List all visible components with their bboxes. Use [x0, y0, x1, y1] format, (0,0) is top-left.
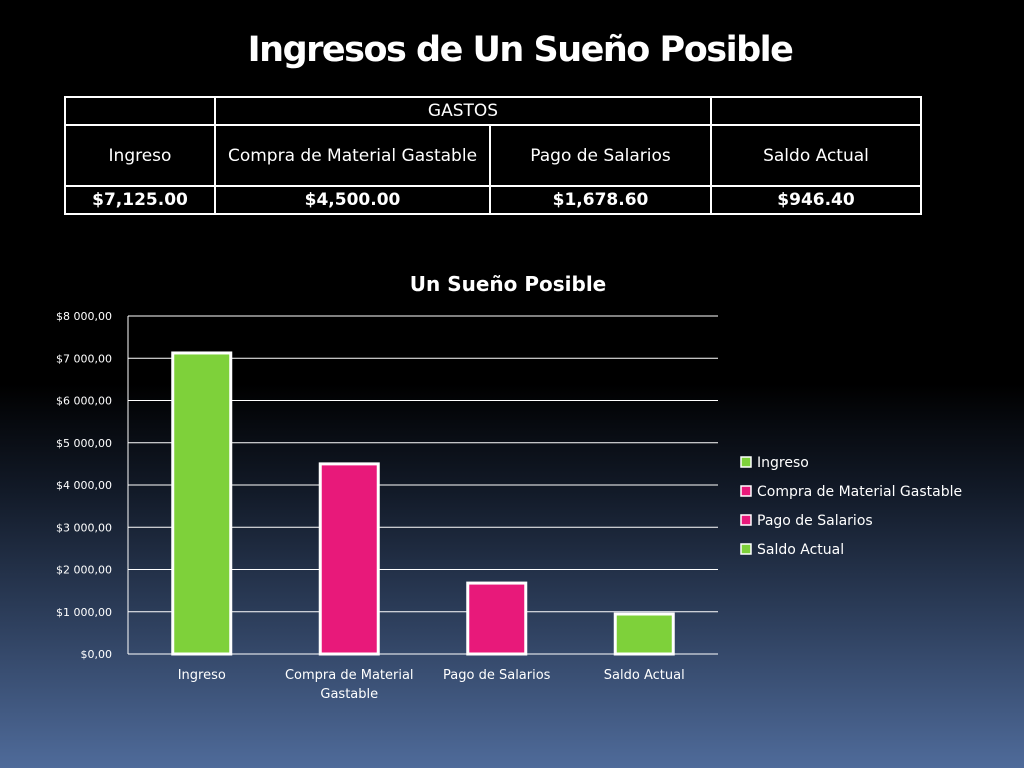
legend-label: Compra de Material Gastable — [757, 484, 962, 500]
bar-2 — [318, 462, 380, 656]
table-value-cell: $7,125.00 — [64, 185, 216, 215]
table-empty-cell — [64, 96, 216, 126]
table-column-label: Compra de Material Gastable — [214, 124, 491, 187]
y-tick-label: $7 000,00 — [56, 352, 112, 365]
bar-1 — [171, 351, 233, 656]
y-tick-label: $3 000,00 — [56, 521, 112, 534]
legend-swatch — [740, 514, 752, 526]
y-tick-label: $5 000,00 — [56, 437, 112, 450]
legend-label: Saldo Actual — [757, 542, 844, 558]
legend-label: Pago de Salarios — [757, 513, 873, 529]
y-axis-ticks: $0,00 $1 000,00 $2 000,00 $3 000,00 $4 000,0… — [56, 310, 112, 661]
table-header-row: GASTOS — [64, 96, 922, 126]
table-value-cell: $4,500.00 — [214, 185, 491, 215]
summary-table: GASTOS Ingreso Compra de Material Gastab… — [64, 96, 922, 215]
y-tick-label: $8 000,00 — [56, 310, 112, 323]
table-column-label: Saldo Actual — [710, 124, 922, 187]
table-group-header: GASTOS — [214, 96, 712, 126]
chart-bars — [171, 351, 675, 656]
bar-3 — [466, 581, 528, 656]
x-axis-categories: Ingreso Compra de Material Gastable Pago de… — [178, 668, 685, 702]
y-tick-label: $4 000,00 — [56, 479, 112, 492]
x-category-label: Pago de Salarios — [443, 668, 551, 683]
legend-swatch — [740, 543, 752, 555]
y-tick-label: $2 000,00 — [56, 564, 112, 577]
table-value-cell: $946.40 — [710, 185, 922, 215]
x-category-label: Saldo Actual — [604, 668, 685, 683]
x-category-label: Compra de Material Gastable — [285, 668, 414, 702]
bar-4 — [613, 612, 675, 656]
table-value-row: $7,125.00 $4,500.00 $1,678.60 $946.40 — [64, 185, 922, 215]
slide-title: Ingresos de Un Sueño Posible — [247, 30, 794, 70]
legend-swatch — [740, 456, 752, 468]
table-label-row: Ingreso Compra de Material Gastable Pago… — [64, 124, 922, 187]
table-empty-cell — [710, 96, 922, 126]
table-column-label: Pago de Salarios — [489, 124, 712, 187]
y-tick-label: $0,00 — [81, 648, 113, 661]
legend-swatch — [740, 485, 752, 497]
y-tick-label: $6 000,00 — [56, 395, 112, 408]
x-category-label: Ingreso — [178, 668, 226, 683]
table-value-cell: $1,678.60 — [489, 185, 712, 215]
legend-label: Ingreso — [757, 455, 809, 471]
chart-legend: Ingreso Compra de Material Gastable Pago d… — [740, 455, 962, 558]
table-column-label: Ingreso — [64, 124, 216, 187]
chart-title: Un Sueño Posible — [410, 272, 606, 296]
y-tick-label: $1 000,00 — [56, 606, 112, 619]
